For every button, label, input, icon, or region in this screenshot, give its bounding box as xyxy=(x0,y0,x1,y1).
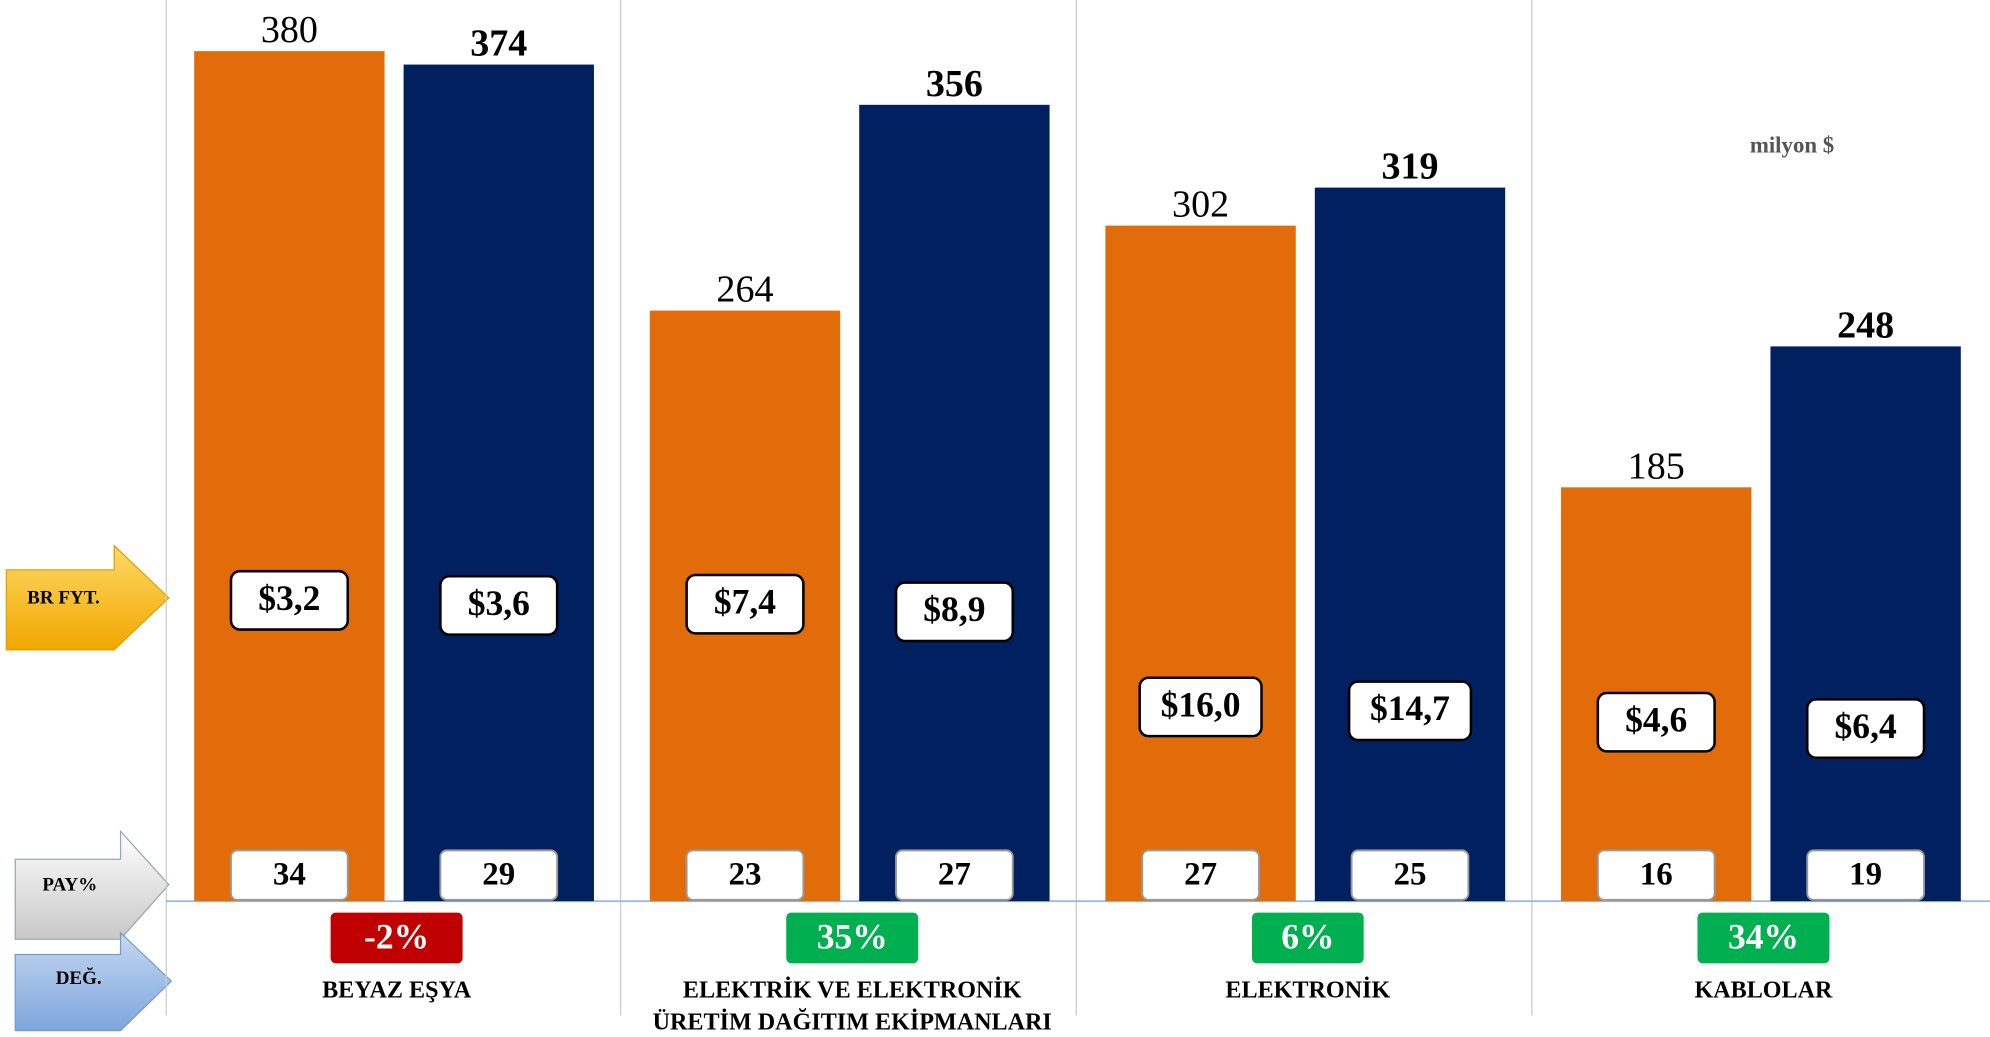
value-label: 264 xyxy=(716,269,773,311)
unit-price-label: $6,4 xyxy=(1835,706,1897,746)
arrow xyxy=(14,931,173,1032)
share-box xyxy=(685,849,805,901)
change-label: -2% xyxy=(364,917,429,957)
value-label: 380 xyxy=(261,9,318,51)
share-box xyxy=(895,849,1014,901)
share-box xyxy=(1350,849,1470,901)
change-badge xyxy=(1251,912,1364,964)
price-box xyxy=(1596,691,1716,753)
value-label: 374 xyxy=(470,23,527,65)
arrow xyxy=(14,829,170,940)
share-label: 34 xyxy=(273,857,306,893)
share-label: 27 xyxy=(1184,857,1217,893)
change-badge xyxy=(786,912,919,964)
bar xyxy=(194,51,385,902)
share-box xyxy=(1806,849,1925,901)
price-box xyxy=(1138,676,1263,738)
unit-note: milyon $ xyxy=(1750,133,1834,158)
change-label: 35% xyxy=(817,917,888,957)
price-box xyxy=(1805,698,1926,760)
bar xyxy=(1105,225,1296,902)
change-badge xyxy=(1697,912,1830,964)
category-box: BEYAZ EŞYA xyxy=(322,977,472,1004)
row-label: PAY% xyxy=(42,874,97,895)
category-box: KABLOLAR xyxy=(1694,977,1833,1004)
category-label: KABLOLAR xyxy=(1694,977,1833,1004)
unit-price-label: $3,6 xyxy=(468,583,530,623)
price-box xyxy=(894,581,1015,643)
unit-price-label: $16,0 xyxy=(1161,684,1241,724)
value-label: 185 xyxy=(1628,445,1685,487)
unit-price-label: $7,4 xyxy=(714,582,776,622)
price-box xyxy=(1347,680,1473,742)
unit-price-label: $3,2 xyxy=(258,578,320,618)
share-label: 27 xyxy=(938,857,971,893)
category-label: ELEKTRONİK xyxy=(1225,977,1391,1004)
price-box xyxy=(685,573,805,635)
price-box xyxy=(229,569,350,631)
value-label: 319 xyxy=(1381,146,1438,188)
value-label: 248 xyxy=(1837,304,1894,346)
bar xyxy=(403,64,594,902)
share-box xyxy=(230,849,349,901)
share-box xyxy=(1141,849,1260,901)
bar xyxy=(859,104,1050,902)
unit-price-label: $4,6 xyxy=(1625,700,1687,740)
row-label: DEĞ. xyxy=(56,967,102,989)
category-label: BEYAZ EŞYA xyxy=(322,977,472,1004)
change-label: 34% xyxy=(1728,917,1799,957)
unit-price-label: $8,9 xyxy=(923,589,985,629)
bar xyxy=(1314,187,1506,902)
category-label: ELEKTRİK VE ELEKTRONİK ÜRETİM DAĞITIM EK… xyxy=(652,977,1052,1036)
share-label: 23 xyxy=(728,857,761,893)
price-box xyxy=(439,574,559,636)
value-label: 356 xyxy=(926,63,983,105)
category-box: ELEKTRİK VE ELEKTRONİK ÜRETİM DAĞITIM EK… xyxy=(652,977,1052,1036)
share-label: 16 xyxy=(1640,857,1673,893)
share-box xyxy=(1596,849,1716,901)
value-label: 302 xyxy=(1172,184,1229,226)
share-label: 29 xyxy=(482,857,515,893)
category-box: ELEKTRONİK xyxy=(1225,977,1391,1004)
row-label: BR FYT. xyxy=(27,587,100,608)
share-box xyxy=(439,849,559,901)
share-label: 25 xyxy=(1394,857,1427,893)
unit-price-label: $14,7 xyxy=(1370,688,1450,728)
change-label: 6% xyxy=(1281,917,1334,957)
share-label: 19 xyxy=(1849,857,1882,893)
arrow xyxy=(5,544,170,651)
bar xyxy=(1770,346,1961,902)
change-badge xyxy=(330,912,463,964)
